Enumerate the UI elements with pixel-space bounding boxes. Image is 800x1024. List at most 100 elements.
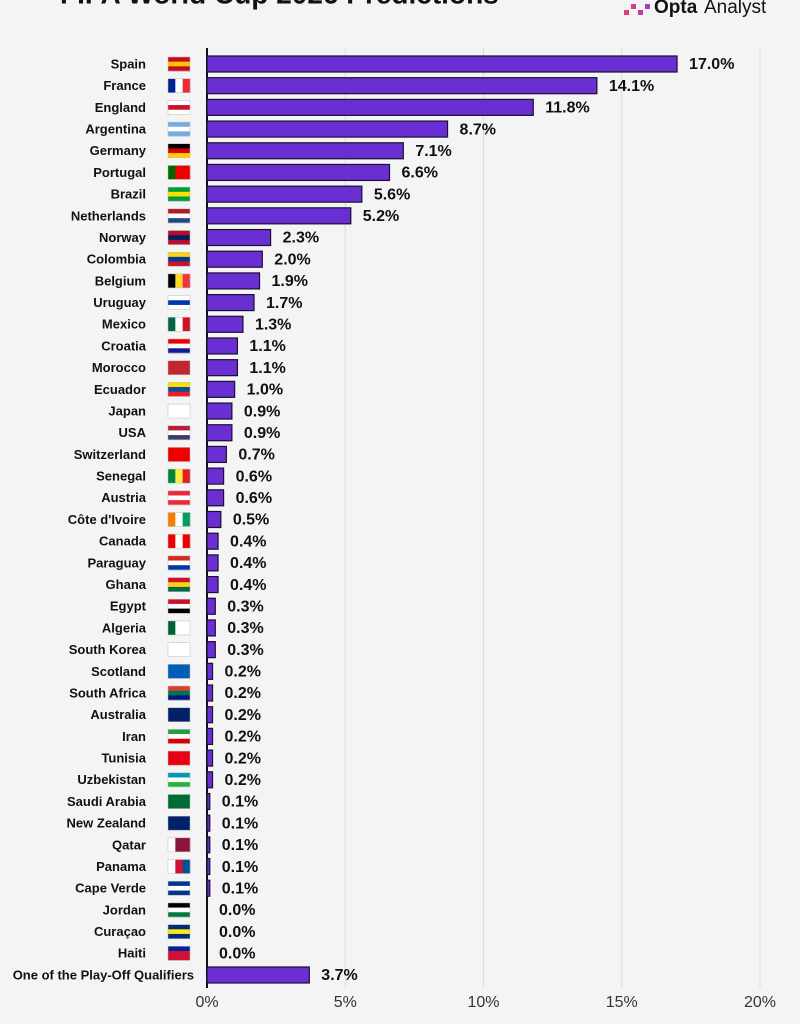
flag-border [167,794,191,809]
flag-stripe [168,695,190,701]
flag-stripe [168,603,190,609]
flag-stripe [168,881,190,887]
y-tick-label: Côte d'Ivoire [68,512,146,527]
value-label: 0.4% [230,577,266,594]
bar [206,727,214,746]
flag-stripe [168,456,190,462]
y-tick-label: Mexico [102,317,146,332]
logo-dot [645,4,650,9]
flag-stripe [175,620,183,635]
bar [206,98,534,116]
value-label: 0.9% [244,403,280,420]
flag-stripe [168,907,190,913]
y-tick-label: South Korea [69,642,147,657]
flag-border [167,685,191,701]
flag-stripe [168,295,190,301]
value-label: 0.2% [225,664,261,681]
flag-stripe [182,512,191,527]
value-label: 1.3% [255,317,291,334]
flag-border [167,78,191,93]
y-tick-label: Belgium [95,273,146,288]
flag-stripe [168,755,190,761]
bar [206,185,363,203]
flag-stripe [168,690,190,696]
flag-border [167,186,191,202]
flag-stripe [168,555,190,561]
flag-border [167,468,191,484]
y-tick-label: Haiti [118,946,146,961]
flag-border [167,425,191,440]
flag-border [167,273,191,289]
value-label: 1.0% [247,382,283,399]
y-tick-label: Curaçao [94,924,146,939]
bar [206,879,211,897]
bar [206,228,272,247]
brand-logo: Opta Analyst [624,0,767,18]
flag-stripe [168,664,190,670]
x-tick-label: 15% [606,994,638,1011]
bar [206,510,222,529]
flag-stripe [168,751,190,757]
x-tick-label: 5% [334,994,357,1011]
flag-stripe [168,365,190,371]
y-tick-label: Colombia [87,252,147,267]
bar [206,359,239,377]
brand-name: Opta [654,0,698,18]
flag-stripe [168,343,190,349]
flag-stripe [168,273,176,288]
flag-border [167,880,191,896]
flag-stripe [168,317,176,332]
bar [206,706,214,724]
value-label: 0.3% [227,620,263,637]
flag-border [167,859,191,874]
y-tick-label: USA [119,425,147,440]
flag-stripe [168,955,190,961]
value-label: 1.1% [249,338,285,355]
flag-stripe [168,885,190,891]
y-tick-label: One of the Play-Off Qualifiers [13,967,194,982]
value-label: 3.7% [321,967,357,984]
bar [206,814,211,832]
flag-stripe [168,929,190,935]
flag-stripe [168,78,176,93]
value-label: 6.6% [401,165,437,182]
value-label: 0.1% [222,837,258,854]
flag-stripe [168,191,190,197]
flag-stripe [168,252,190,258]
flag-stripe [168,218,190,224]
flag-stripe [168,912,190,918]
value-label: 0.3% [227,598,263,615]
flag-stripe [168,430,190,436]
bar [206,142,404,160]
y-tick-label: Algeria [102,620,147,635]
value-label: 11.8% [545,100,589,117]
flag-stripe [168,304,190,310]
flag-stripe [168,620,176,635]
value-label: 0.2% [225,707,261,724]
flag-stripe [168,261,190,267]
bar [206,272,261,290]
value-label: 0.3% [227,642,263,659]
brand-suffix: Analyst [704,0,767,18]
flag-stripe [175,273,183,288]
bar [206,250,263,268]
bar [206,489,225,507]
value-label: 7.1% [415,143,451,160]
flag-border [167,750,191,766]
flag-border [167,946,191,961]
flag-stripe [168,760,190,766]
flag-stripe [168,230,190,236]
y-tick-label: Ghana [106,577,147,592]
flag-stripe [168,100,190,106]
y-tick-label: Qatar [112,837,146,852]
y-tick-label: France [103,78,146,93]
bar [206,684,214,702]
y-tick-label: Uzbekistan [77,772,146,787]
flag-stripe [168,820,190,826]
flag-stripe [168,738,190,744]
flag-stripe [168,837,176,852]
flag-stripe [168,153,190,159]
flag-border [167,317,191,332]
bar [206,575,219,594]
flag-border [167,555,191,571]
